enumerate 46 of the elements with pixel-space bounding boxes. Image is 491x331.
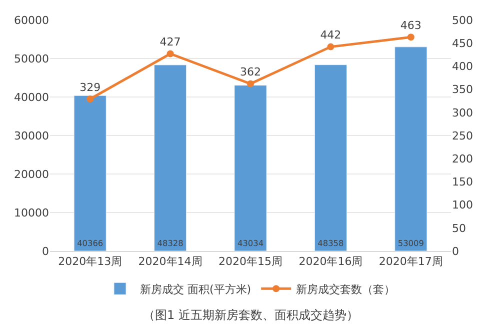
data-label: 442 (320, 28, 342, 42)
x-tick-label: 2020年17周 (378, 255, 443, 268)
point (247, 80, 254, 88)
y-tick-label: 50000 (14, 52, 49, 66)
bar (154, 64, 187, 251)
y2-tick-label: 400 (452, 60, 473, 74)
data-label: 329 (80, 80, 101, 94)
bar (394, 46, 428, 251)
point (86, 96, 94, 102)
y2-tick-label: 150 (452, 176, 473, 189)
data-label: 43034 (237, 238, 264, 248)
point (327, 43, 334, 50)
bar (74, 95, 106, 251)
y2-tick-label: 50 (452, 222, 466, 235)
data-label: 40366 (77, 238, 104, 248)
text: （图1 近五期新房套数、面积成交趋势） (143, 308, 358, 322)
y-tick-label: 30000 (14, 129, 49, 142)
y-tick-label: 20000 (14, 168, 49, 181)
y-tick-label: 40000 (14, 90, 49, 104)
legend-label: 新房成交 面积(平方米) (140, 282, 252, 296)
point (166, 50, 174, 58)
data-label: 427 (160, 36, 181, 49)
y-tick-label: 60000 (14, 14, 49, 27)
y2-tick-label: 500 (452, 14, 473, 27)
data-label: 53009 (398, 238, 424, 248)
data-label: 48358 (318, 238, 344, 248)
x-tick-label: 2020年13周 (58, 255, 122, 268)
y2-tick-label: 250 (452, 129, 473, 142)
y-tick-label: 0 (42, 244, 49, 258)
y2-tick-label: 350 (452, 83, 473, 96)
y2-tick-label: 300 (452, 106, 473, 120)
y2-tick-label: 100 (452, 198, 473, 212)
y2-tick-label: 0 (452, 244, 459, 258)
legend-label: 新房成交套数（套） (296, 282, 396, 296)
data-label: 48328 (157, 238, 184, 248)
data-label: 463 (400, 18, 422, 32)
bar (314, 64, 347, 251)
x-tick-label: 2020年16周 (298, 255, 363, 268)
y-tick-label: 10000 (14, 206, 49, 220)
x-tick-label: 2020年15周 (218, 255, 282, 268)
bar (234, 85, 267, 251)
point (407, 34, 414, 41)
y2-tick-label: 200 (452, 152, 473, 166)
x-tick-label: 2020年14周 (138, 255, 202, 268)
data-label: 362 (240, 66, 261, 79)
y2-tick-label: 450 (452, 36, 473, 50)
